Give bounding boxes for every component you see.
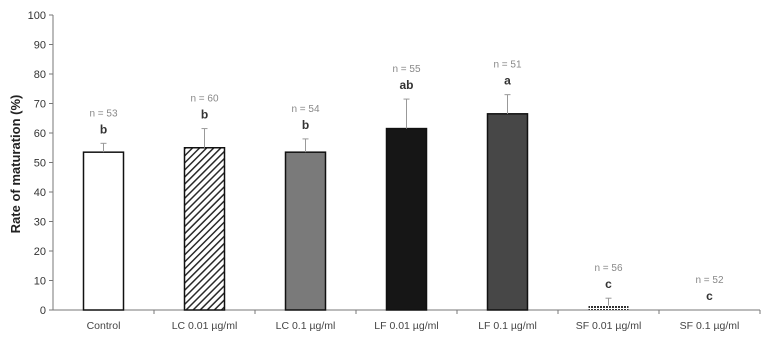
n-label: n = 53 <box>89 108 118 119</box>
x-tick-label: SF 0.1 µg/ml <box>680 320 740 332</box>
n-label: n = 55 <box>392 64 421 75</box>
y-tick-label: 10 <box>34 276 46 288</box>
y-tick-label: 20 <box>34 246 46 258</box>
y-tick-label: 90 <box>34 40 46 52</box>
y-tick-label: 50 <box>34 158 46 170</box>
bar <box>183 147 226 311</box>
n-label: n = 60 <box>190 94 219 105</box>
n-label: n = 54 <box>291 104 320 115</box>
n-label: n = 52 <box>695 275 724 286</box>
x-tick-label: SF 0.01 µg/ml <box>576 320 642 332</box>
significance-label: ab <box>399 78 413 92</box>
y-tick-label: 0 <box>40 305 46 317</box>
bar <box>385 127 428 311</box>
y-axis-label: Rate of maturation (%) <box>8 95 23 234</box>
y-tick-label: 40 <box>34 187 46 199</box>
y-tick-label: 70 <box>34 99 46 111</box>
bar <box>284 151 327 311</box>
significance-label: a <box>504 74 511 88</box>
x-tick-label: LF 0.01 µg/ml <box>374 320 438 332</box>
n-label: n = 51 <box>493 60 522 71</box>
chart-labels: b n = 53 Control b n = 60 LC 0.01 µg/ml b n = 5… <box>87 60 740 332</box>
n-label: n = 56 <box>594 263 623 274</box>
y-tick-label: 30 <box>34 217 46 229</box>
significance-label: b <box>201 108 208 122</box>
chart-axes: 0 10 20 30 40 50 60 70 80 90 100 <box>28 10 761 317</box>
y-tick-label: 100 <box>28 10 46 22</box>
x-tick-label: LC 0.01 µg/ml <box>172 320 238 332</box>
bar <box>588 305 629 310</box>
significance-label: c <box>605 277 612 291</box>
significance-label: c <box>706 289 713 303</box>
x-tick-label: Control <box>87 320 121 332</box>
significance-label: b <box>302 118 309 132</box>
y-tick-label: 60 <box>34 128 46 140</box>
chart-bars <box>82 94 629 311</box>
significance-label: b <box>100 122 107 136</box>
x-tick-label: LF 0.1 µg/ml <box>478 320 537 332</box>
x-tick-label: LC 0.1 µg/ml <box>276 320 336 332</box>
bar <box>486 113 529 311</box>
y-tick-label: 80 <box>34 69 46 81</box>
bar <box>82 151 125 311</box>
